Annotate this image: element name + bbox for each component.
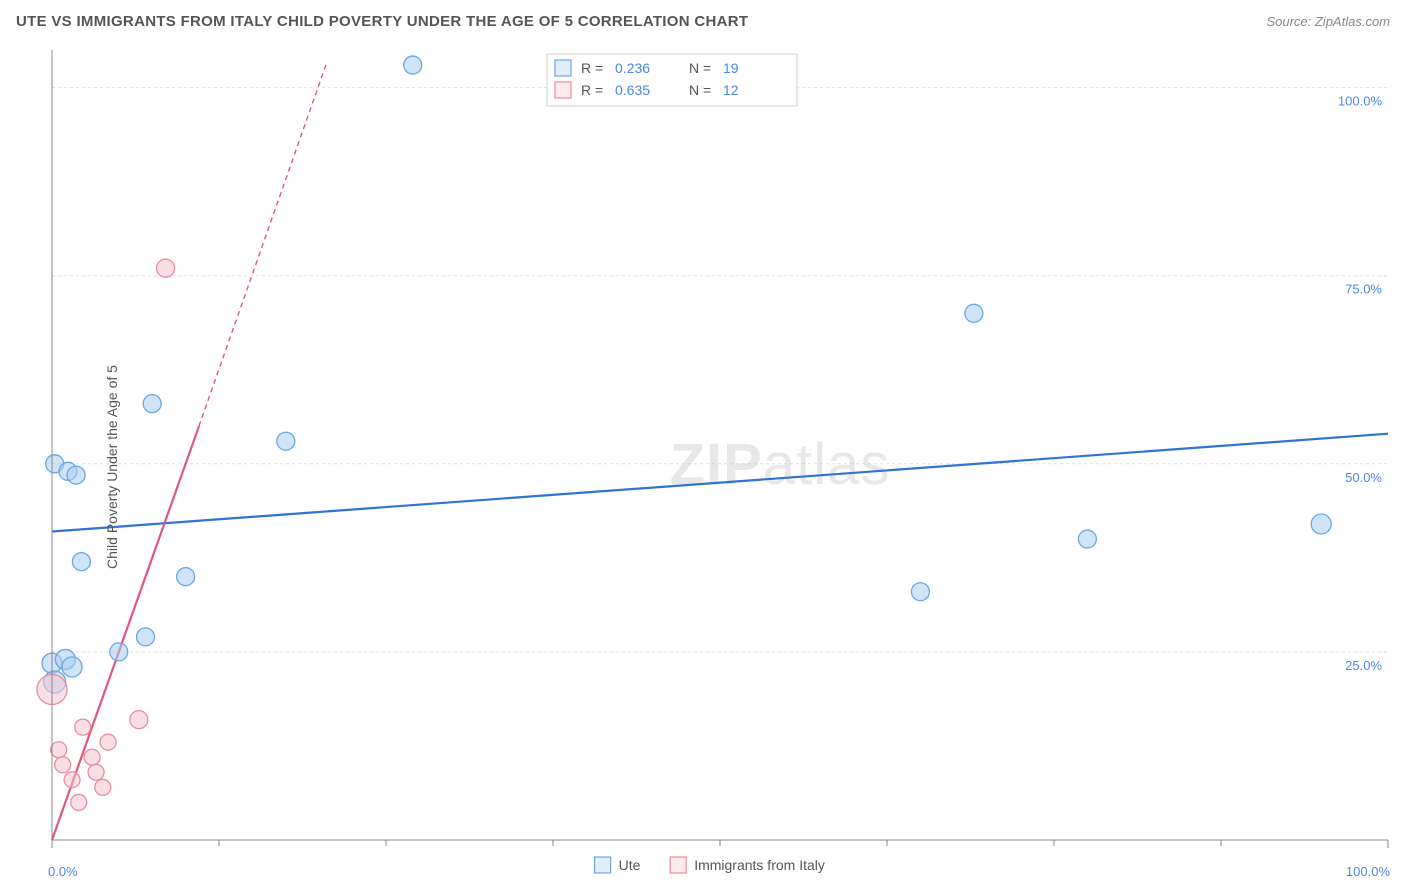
legend-label: Immigrants from Italy (694, 857, 825, 873)
data-point (67, 466, 85, 484)
svg-text:0.635: 0.635 (615, 82, 650, 98)
data-point (62, 657, 82, 677)
svg-text:12: 12 (723, 82, 739, 98)
data-point (100, 734, 116, 750)
svg-text:0.0%: 0.0% (48, 864, 78, 879)
svg-text:R =: R = (581, 82, 603, 98)
chart-title: UTE VS IMMIGRANTS FROM ITALY CHILD POVER… (16, 13, 748, 30)
y-axis-label: Child Poverty Under the Age of 5 (104, 365, 120, 569)
data-point (88, 764, 104, 780)
data-point (64, 772, 80, 788)
data-point (911, 583, 929, 601)
data-point (143, 395, 161, 413)
legend-swatch (595, 857, 611, 873)
svg-text:N =: N = (689, 82, 711, 98)
data-point (404, 56, 422, 74)
data-point (55, 757, 71, 773)
svg-text:ZIPatlas: ZIPatlas (670, 432, 891, 497)
legend-label: Ute (619, 857, 641, 873)
data-point (51, 742, 67, 758)
svg-text:100.0%: 100.0% (1346, 864, 1391, 879)
data-point (157, 259, 175, 277)
data-point (72, 553, 90, 571)
legend-swatch (670, 857, 686, 873)
svg-text:19: 19 (723, 60, 739, 76)
svg-text:75.0%: 75.0% (1345, 282, 1382, 297)
source-label: Source: ZipAtlas.com (1266, 14, 1390, 29)
svg-text:25.0%: 25.0% (1345, 658, 1382, 673)
data-point (130, 711, 148, 729)
svg-text:0.236: 0.236 (615, 60, 650, 76)
data-point (95, 779, 111, 795)
data-point (965, 304, 983, 322)
svg-text:100.0%: 100.0% (1338, 94, 1383, 109)
data-point (110, 643, 128, 661)
data-point (71, 794, 87, 810)
data-point (277, 432, 295, 450)
data-point (1078, 530, 1096, 548)
data-point (177, 568, 195, 586)
svg-text:50.0%: 50.0% (1345, 470, 1382, 485)
data-point (75, 719, 91, 735)
data-point (1311, 514, 1331, 534)
correlation-chart: 25.0% 50.0% 75.0% 100.0% ZIPatlas 0.0% 100.0% R… (0, 42, 1406, 892)
svg-text:N =: N = (689, 60, 711, 76)
data-point (137, 628, 155, 646)
svg-text:R =: R = (581, 60, 603, 76)
data-point (84, 749, 100, 765)
